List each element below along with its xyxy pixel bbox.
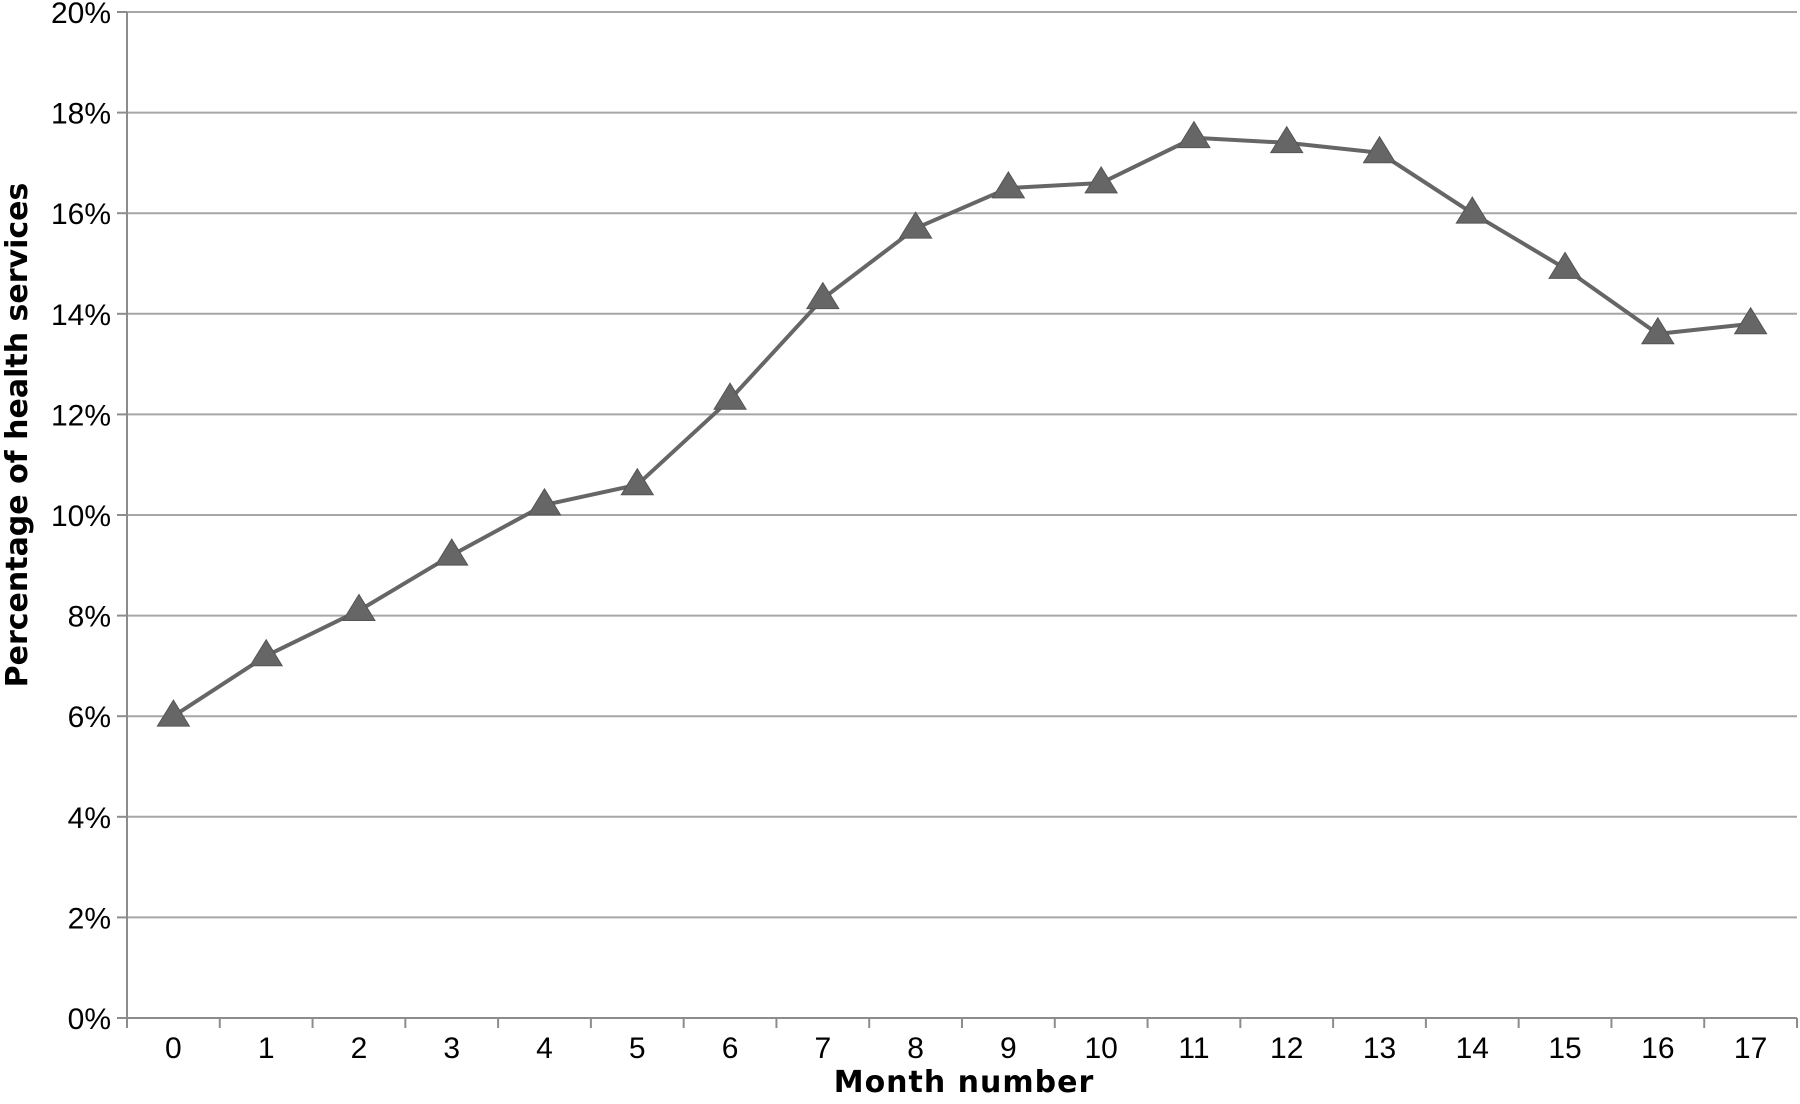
x-tick-label: 16 [1641, 1032, 1674, 1065]
series-markers [156, 120, 1768, 727]
x-tick-label: 15 [1548, 1032, 1581, 1065]
x-tick-label: 10 [1084, 1032, 1117, 1065]
data-point-marker [1269, 125, 1304, 154]
x-tick-label: 6 [722, 1032, 739, 1065]
y-tick-label: 12% [51, 399, 111, 432]
x-tick-label: 14 [1456, 1032, 1489, 1065]
x-tick-label: 13 [1363, 1032, 1396, 1065]
data-point-marker [434, 538, 469, 566]
y-tick-label: 10% [51, 500, 111, 533]
y-tick-label: 18% [51, 98, 111, 131]
data-point-marker [342, 593, 376, 621]
data-point-marker [1548, 251, 1582, 279]
data-point-marker [898, 211, 933, 239]
y-tick-label: 14% [51, 299, 111, 332]
y-tick-label: 0% [68, 1003, 111, 1036]
y-tick-label: 4% [68, 802, 111, 835]
x-tick-label: 0 [165, 1032, 182, 1065]
axes [117, 11, 1798, 1028]
x-tick-label: 2 [351, 1032, 368, 1065]
x-tick-label: 7 [814, 1032, 831, 1065]
gridlines [127, 11, 1797, 919]
y-tick-label: 20% [51, 0, 111, 30]
data-point-marker [1455, 196, 1490, 224]
data-point-marker [156, 699, 191, 727]
x-tick-label: 1 [258, 1032, 275, 1065]
data-point-marker [249, 638, 284, 667]
x-tick-label: 5 [629, 1032, 646, 1065]
data-point-marker [713, 382, 747, 410]
x-tick-labels: 0 1 2 3 4 5 6 7 8 9 10 11 12 13 14 15 16 17 [165, 1032, 1767, 1065]
data-point-marker [1177, 120, 1211, 149]
data-point-marker [1733, 306, 1768, 335]
series-polyline [172, 135, 1751, 718]
x-tick-label: 12 [1270, 1032, 1303, 1065]
data-point-marker [1084, 165, 1119, 194]
y-axis-title: Percentage of health services [0, 183, 35, 688]
x-tick-label: 11 [1178, 1032, 1209, 1065]
data-point-marker [1640, 316, 1675, 345]
data-point-marker [1362, 135, 1397, 164]
y-tick-label: 2% [68, 902, 111, 935]
x-tick-label: 9 [1000, 1032, 1017, 1065]
data-point-marker [620, 467, 655, 496]
data-point-marker [991, 170, 1026, 199]
x-tick-label: 8 [907, 1032, 924, 1065]
y-tick-label: 8% [68, 601, 111, 634]
x-tick-label: 3 [443, 1032, 460, 1065]
series-line [172, 135, 1751, 718]
y-tick-label: 16% [51, 198, 111, 231]
x-tick-label: 4 [536, 1032, 553, 1065]
x-axis-title: Month number [834, 1065, 1095, 1100]
data-point-marker [805, 281, 840, 310]
x-tick-label: 17 [1734, 1032, 1767, 1065]
y-tick-label: 6% [68, 701, 111, 734]
y-tick-labels: 0% 2% 4% 6% 8% 10% 12% 14% 16% 18% 20% [51, 0, 111, 1036]
data-point-marker [527, 487, 562, 516]
